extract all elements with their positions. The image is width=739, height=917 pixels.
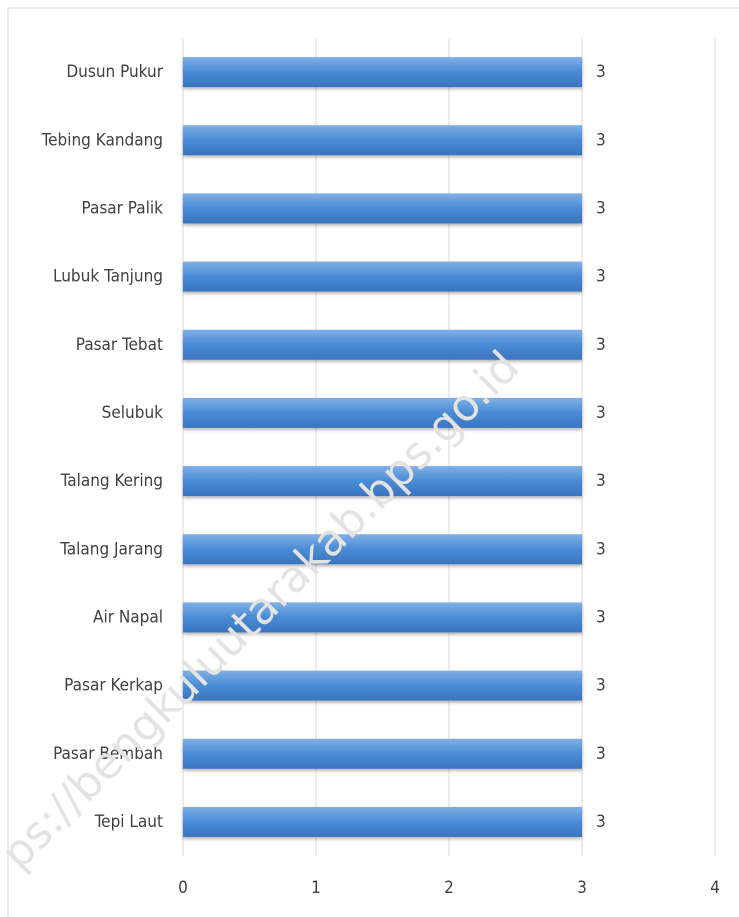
x-tick-label: 2 <box>444 878 454 898</box>
category-label: Dusun Pukur <box>66 62 163 82</box>
x-tick-label: 1 <box>311 878 321 898</box>
category-label: Lubuk Tanjung <box>53 267 163 287</box>
bar <box>183 534 582 565</box>
data-label: 3 <box>596 812 606 832</box>
chart-border <box>7 7 739 917</box>
category-label: Pasar Palik <box>82 198 164 218</box>
category-label: Pasar Kerkap <box>64 676 163 696</box>
bar <box>183 738 582 769</box>
data-label: 3 <box>596 744 606 764</box>
bar <box>183 397 582 428</box>
data-label: 3 <box>596 471 606 491</box>
bar <box>183 125 582 156</box>
category-label: Talang Kering <box>60 471 163 491</box>
bar <box>183 57 582 88</box>
x-tick-label: 4 <box>710 878 720 898</box>
data-label: 3 <box>596 539 606 559</box>
bar <box>183 602 582 633</box>
bar <box>183 806 582 837</box>
category-label: Pasar Tebat <box>76 335 163 355</box>
data-label: 3 <box>596 607 606 627</box>
data-label: 3 <box>596 130 606 150</box>
data-label: 3 <box>596 676 606 696</box>
category-label: Tepi Laut <box>94 812 163 832</box>
data-label: 3 <box>596 267 606 287</box>
data-label: 3 <box>596 403 606 423</box>
x-tick-label: 0 <box>178 878 188 898</box>
data-label: 3 <box>596 62 606 82</box>
bar <box>183 329 582 360</box>
category-label: Tebing Kandang <box>41 130 163 150</box>
x-tick-label: 3 <box>577 878 587 898</box>
category-label: Selubuk <box>102 403 163 423</box>
data-label: 3 <box>596 335 606 355</box>
bar <box>183 466 582 497</box>
bar <box>183 193 582 224</box>
category-label: Talang Jarang <box>59 539 163 559</box>
bar <box>183 670 582 701</box>
category-label: Air Napal <box>93 607 163 627</box>
bar <box>183 261 582 292</box>
data-label: 3 <box>596 198 606 218</box>
category-label: Pasar Bembah <box>53 744 163 764</box>
